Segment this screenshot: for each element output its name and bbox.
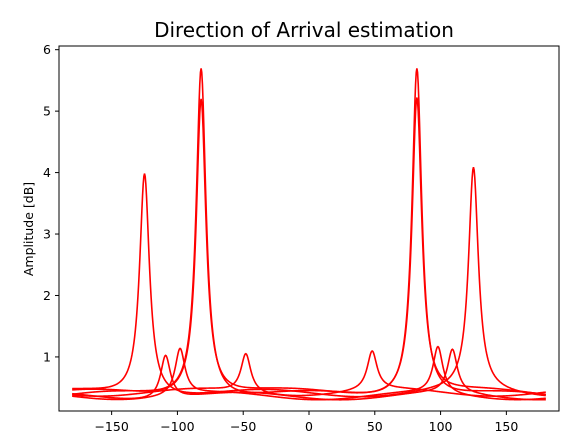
y-tick-label: 6 (43, 42, 51, 57)
y-tick-label: 4 (43, 165, 51, 180)
series-line (72, 97, 546, 396)
series-line (72, 167, 546, 398)
y-tick-label: 2 (43, 288, 51, 303)
y-tick-label: 1 (43, 349, 51, 364)
series-line (72, 350, 546, 397)
series-line (72, 348, 546, 401)
series-line (72, 68, 546, 396)
y-tick-label: 5 (43, 104, 51, 119)
axes-frame (58, 45, 560, 412)
x-tick-label: 100 (429, 419, 453, 434)
x-tick-label: 50 (367, 419, 383, 434)
plot-lines (72, 68, 546, 401)
y-axis: 1 2 3 4 5 6 (43, 42, 59, 364)
x-tick-label: −50 (230, 419, 256, 434)
x-tick-label: 150 (494, 419, 518, 434)
y-axis-label: Amplitude [dB] (21, 182, 36, 276)
x-tick-label: −150 (94, 419, 128, 434)
x-axis: −150 −100 −50 0 50 100 150 (94, 411, 518, 434)
x-tick-label: 0 (305, 419, 313, 434)
y-tick-label: 3 (43, 227, 51, 242)
x-tick-label: −100 (160, 419, 194, 434)
chart-title: Direction of Arrival estimation (154, 18, 454, 42)
